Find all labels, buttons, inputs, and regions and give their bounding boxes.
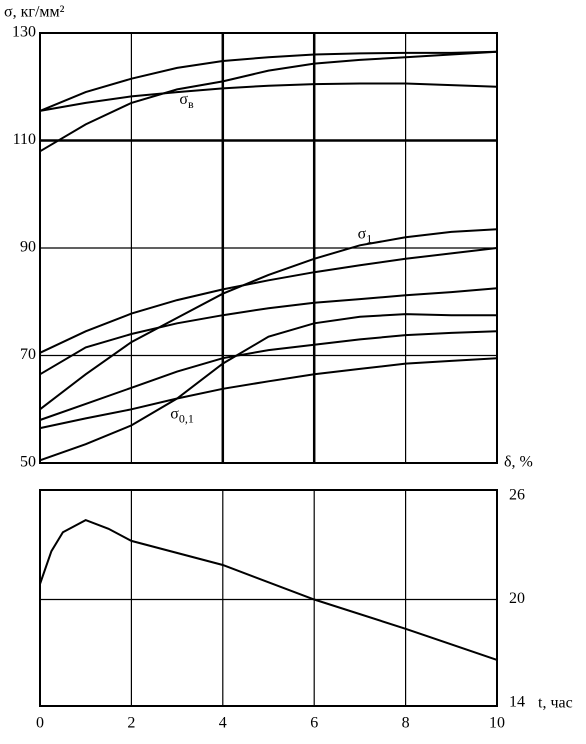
x-tick-label: 2 <box>127 715 135 732</box>
plot-frame <box>39 489 498 707</box>
y-tick-label: 50 <box>20 454 36 471</box>
curve <box>39 519 498 661</box>
annotation-subscript: в <box>188 97 194 111</box>
annotation: σ1 <box>358 225 373 245</box>
y-tick-label: 70 <box>20 346 36 363</box>
x-axis-label: t, час <box>538 695 573 712</box>
annotation-subscript: 0,1 <box>179 411 194 425</box>
curve <box>39 357 498 430</box>
annotation-symbol: σ <box>358 225 367 242</box>
annotation-symbol: σ <box>170 405 179 422</box>
x-tick-label: 4 <box>219 715 227 732</box>
curve <box>39 247 498 354</box>
annotation-subscript: 1 <box>366 231 372 245</box>
x-tick-label: 6 <box>310 715 318 732</box>
curve <box>39 50 498 153</box>
y-tick-label: 110 <box>13 131 36 148</box>
x-tick-label: 8 <box>402 715 410 732</box>
y-tick-label: 90 <box>20 239 36 256</box>
y-tick-label: 26 <box>509 487 525 504</box>
y-tick-label: 130 <box>12 24 36 41</box>
y-tick-label: 20 <box>509 590 525 607</box>
curve <box>39 313 497 462</box>
y-axis-title: σ, кг/мм² <box>4 4 65 21</box>
x-tick-label: 10 <box>489 715 505 732</box>
x-tick-label: 0 <box>36 715 44 732</box>
annotation: σ0,1 <box>170 405 194 425</box>
curve <box>39 287 498 376</box>
curve <box>39 82 498 112</box>
curve <box>39 228 498 411</box>
x-axis-label: δ, % <box>504 454 533 471</box>
curve <box>39 50 498 112</box>
annotation: σв <box>179 91 194 111</box>
curve <box>39 330 498 421</box>
annotation-symbol: σ <box>179 91 188 108</box>
y-tick-label: 14 <box>509 694 525 711</box>
